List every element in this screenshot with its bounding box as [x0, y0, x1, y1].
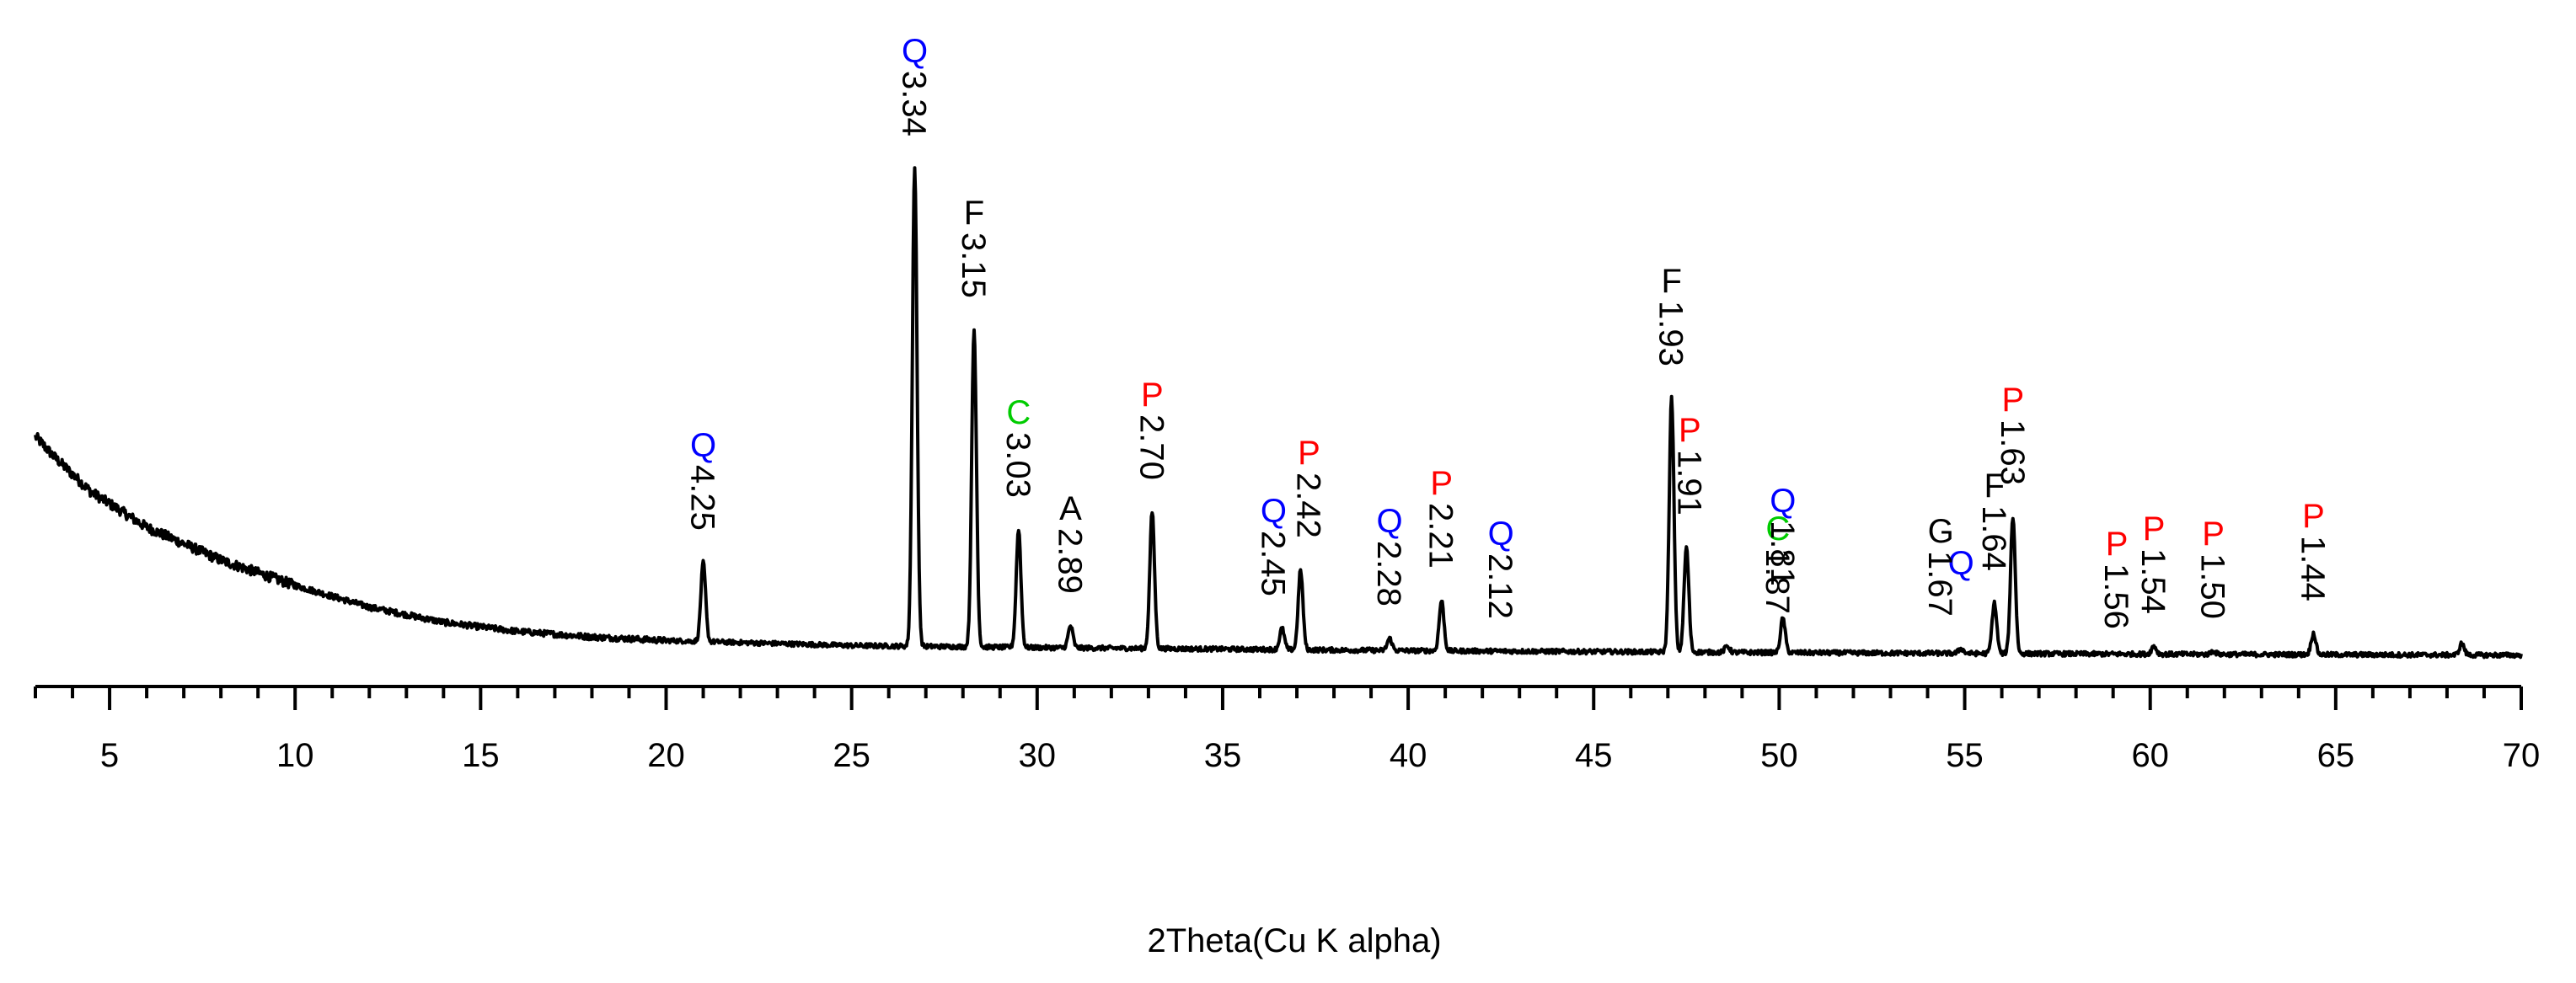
x-tick-label: 5 — [100, 737, 119, 774]
peak-annotation: 1.50P — [2194, 516, 2231, 619]
peak-annotation: 1.44P — [2294, 498, 2331, 601]
x-tick-label: 70 — [2503, 737, 2541, 774]
peak-annotation: 1.87C — [1759, 510, 1796, 614]
peak-annotation: 1.91P — [1670, 412, 1707, 516]
peak-phase-label: P — [2001, 382, 2024, 419]
peak-phase-label: Q — [1377, 503, 1403, 540]
peak-annotation: 2.45Q — [1254, 493, 1291, 596]
peak-phase-label: P — [2202, 516, 2225, 553]
peak-phase-label: Q — [1948, 545, 1974, 582]
peak-d-spacing-label: 1.67 — [1921, 551, 1958, 617]
peak-annotation: 1.56P — [2097, 526, 2134, 629]
x-tick-label: 60 — [2131, 737, 2169, 774]
peak-annotation: 3.15F — [955, 195, 992, 298]
peak-annotation: 1.67G — [1921, 513, 1958, 617]
x-axis-title: 2Theta(Cu K alpha) — [1147, 922, 1441, 959]
x-tick-label: 45 — [1575, 737, 1613, 774]
peak-phase-label: A — [1059, 490, 1082, 527]
x-tick-label: 50 — [1760, 737, 1798, 774]
x-tick-label: 35 — [1204, 737, 1242, 774]
peak-phase-label: C — [1765, 510, 1790, 548]
peak-phase-label: Q — [902, 33, 928, 70]
x-ticks — [34, 686, 2523, 710]
peak-annotation: 1.64F — [1975, 467, 2012, 571]
peak-phase-label: F — [1661, 263, 1681, 300]
peak-d-spacing-label: 2.42 — [1289, 473, 1326, 538]
peak-d-spacing-label: 2.21 — [1422, 503, 1459, 569]
peak-annotation: 4.25Q — [684, 427, 721, 531]
peak-annotation: 1.81Q — [1764, 483, 1801, 586]
peak-phase-label: G — [1928, 513, 1954, 550]
x-tick-label: 40 — [1390, 737, 1427, 774]
peak-phase-label: Q — [1770, 483, 1796, 520]
peak-annotation: 1.54P — [2134, 510, 2172, 614]
peak-d-spacing-label: 1.91 — [1670, 450, 1707, 516]
peak-d-spacing-label: 2.45 — [1254, 531, 1291, 596]
peak-annotation: 1.93F — [1652, 263, 1690, 366]
peak-d-spacing-label: 1.93 — [1652, 301, 1690, 366]
peak-phase-label: P — [2106, 526, 2129, 563]
peak-annotation: 2.89A — [1051, 490, 1088, 594]
x-tick-label: 65 — [2317, 737, 2355, 774]
peak-d-spacing-label: 3.15 — [955, 232, 992, 298]
peak-phase-label: P — [1430, 465, 1453, 502]
peak-phase-label: F — [964, 195, 984, 232]
peak-phase-label: C — [1006, 394, 1031, 431]
x-tick-labels: 5 10 15 20 25 30 35 40 45 50 55 60 65 70 — [100, 737, 2540, 774]
peak-phase-label: Q — [1261, 493, 1287, 530]
peak-d-spacing-label: 1.81 — [1764, 521, 1801, 586]
x-tick-label: 55 — [1946, 737, 1984, 774]
peak-d-spacing-label: 4.25 — [684, 465, 721, 531]
peak-phase-label: P — [1298, 435, 1320, 472]
peak-phase-label: Q — [690, 427, 716, 464]
peak-d-spacing-label: 1.56 — [2097, 564, 2134, 629]
peak-phase-label: F — [1984, 467, 2005, 505]
peak-d-spacing-label: 1.63 — [1994, 419, 2031, 485]
peak-annotation: Q — [1948, 545, 1974, 582]
peak-d-spacing-label: 2.12 — [1481, 553, 1518, 619]
peak-phase-label: P — [1679, 412, 1701, 449]
peak-d-spacing-label: 3.03 — [999, 432, 1036, 498]
peak-annotation: 2.12Q — [1481, 516, 1518, 619]
peak-d-spacing-label: 1.50 — [2194, 553, 2231, 619]
peak-annotation: 3.34Q — [896, 33, 933, 136]
xrd-pattern-line — [34, 166, 2523, 660]
peak-annotation: 1.63P — [1994, 382, 2031, 485]
peak-d-spacing-label: 1.54 — [2134, 548, 2172, 614]
peak-phase-label: P — [2302, 498, 2325, 535]
peak-d-spacing-label: 3.34 — [896, 71, 933, 136]
x-tick-label: 20 — [647, 737, 685, 774]
plot-area — [34, 166, 2523, 660]
x-tick-label: 30 — [1019, 737, 1057, 774]
peak-annotation: 2.21P — [1422, 465, 1459, 569]
peak-d-spacing-label: 2.70 — [1133, 414, 1170, 480]
peak-phase-label: P — [2143, 510, 2166, 548]
peak-annotation: 2.42P — [1289, 435, 1326, 538]
peak-annotation: 2.28Q — [1370, 503, 1407, 606]
x-tick-label: 15 — [462, 737, 500, 774]
x-tick-label: 10 — [276, 737, 314, 774]
peak-d-spacing-label: 2.89 — [1051, 528, 1088, 594]
peak-phase-label: P — [1141, 377, 1164, 414]
peak-annotation: 3.03C — [999, 394, 1036, 498]
peak-d-spacing-label: 1.87 — [1759, 548, 1796, 614]
x-tick-label: 25 — [833, 737, 870, 774]
peak-d-spacing-label: 2.28 — [1370, 541, 1407, 606]
peak-annotation: 2.70P — [1133, 377, 1170, 480]
peak-d-spacing-label: 1.64 — [1975, 505, 2012, 571]
peak-d-spacing-label: 1.44 — [2294, 536, 2331, 601]
peak-phase-label: Q — [1488, 516, 1514, 553]
x-axis: 5 10 15 20 25 30 35 40 45 50 55 60 65 70 — [34, 685, 2540, 774]
